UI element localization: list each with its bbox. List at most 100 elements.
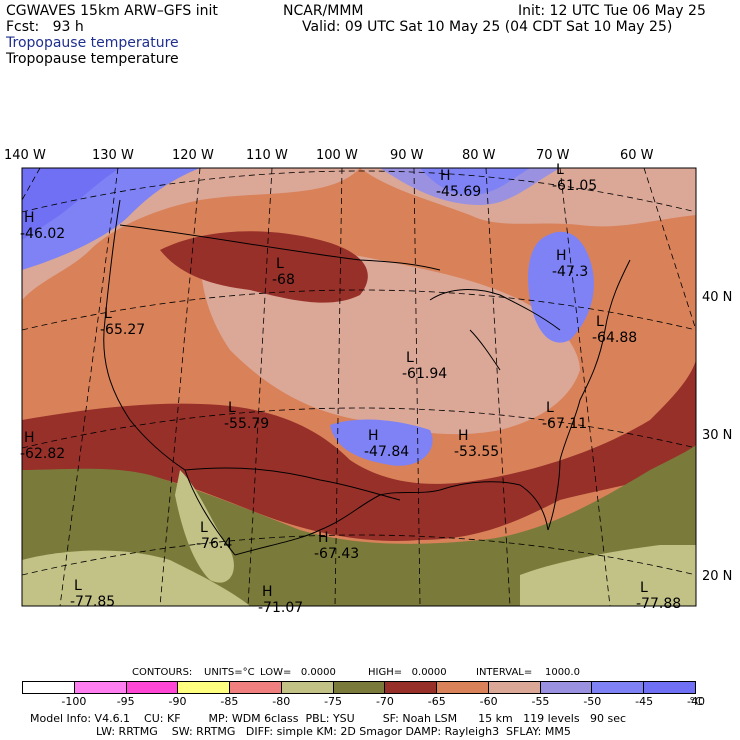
- field-band-red-north: [160, 231, 368, 303]
- init-time: Init: 12 UTC Tue 06 May 25: [518, 3, 706, 19]
- extremum-type-15: L: [74, 578, 82, 594]
- extremum-type-1: H: [440, 168, 451, 184]
- lon-label-110w: 110 W: [246, 148, 288, 163]
- colorbar-tick-2: -90: [168, 695, 187, 708]
- colorbar-tick-5: -75: [324, 695, 343, 708]
- colorbar-swatch-4: [230, 682, 282, 693]
- extremum-value-2: -61.05: [552, 178, 597, 194]
- lon-label-80w: 80 W: [462, 148, 496, 163]
- extremum-value-4: -47.3: [552, 264, 588, 280]
- extremum-value-10: -55.79: [224, 416, 269, 432]
- extremum-type-7: L: [406, 350, 414, 366]
- extremum-value-14: -67.43: [314, 546, 359, 562]
- extremum-type-12: H: [458, 428, 469, 444]
- colorbar-tick-8: -60: [479, 695, 498, 708]
- extremum-type-2: L: [556, 162, 564, 178]
- field-band-blue-ne: [528, 231, 594, 343]
- extremum-value-7: -61.94: [402, 366, 447, 382]
- colorbar-tick-12: -40: [687, 695, 705, 708]
- interval-label: INTERVAL= 1000.0: [476, 667, 580, 678]
- lon-label-130w: 130 W: [92, 148, 134, 163]
- colorbar-swatch-5: [281, 682, 334, 693]
- extremum-type-9: H: [24, 430, 35, 446]
- field-title-2: Tropopause temperature: [6, 51, 179, 67]
- field-band-tan-sw: [22, 550, 250, 606]
- extremum-value-8: -67.11: [542, 416, 587, 432]
- extremum-value-0: -46.02: [20, 226, 65, 242]
- map-frame: [21, 167, 697, 607]
- colorbar-tick-11: -45: [635, 695, 654, 708]
- extremum-value-15: -77.85: [70, 594, 115, 610]
- extremum-value-1: -45.69: [436, 184, 481, 200]
- high-label: HIGH= 0.0000: [368, 667, 447, 678]
- field-band-olive: [22, 445, 696, 606]
- colorbar-swatch-0: [23, 682, 75, 693]
- extremum-type-5: L: [104, 306, 112, 322]
- field-band-tan-se: [520, 545, 696, 606]
- lon-label-120w: 120 W: [172, 148, 214, 163]
- colorbar-swatch-11: [592, 682, 645, 693]
- colorbar-swatch-6: [333, 682, 386, 693]
- extremum-type-0: H: [24, 210, 35, 226]
- extrema-labels: H-46.02H-45.69L-61.05L-68H-47.3L-65.27 L-…: [20, 162, 681, 616]
- colorbar-tick-3: -85: [220, 695, 239, 708]
- lon-label-60w: 60 W: [620, 148, 654, 163]
- extremum-type-10: L: [228, 400, 236, 416]
- field-band-tan-baja: [175, 470, 234, 583]
- field-band-blue-dark-nw: [22, 168, 120, 240]
- colorbar-tick-9: -55: [531, 695, 550, 708]
- graticule: [22, 168, 696, 606]
- low-label: LOW= 0.0000: [260, 667, 336, 678]
- colorbar-swatch-3: [178, 682, 231, 693]
- model-title: CGWAVES 15km ARW–GFS init: [6, 3, 218, 19]
- lat-label-40n: 40 N: [702, 290, 733, 305]
- model-info-line-2: LW: RRTMG SW: RRTMG DIFF: simple KM: 2D …: [96, 725, 571, 738]
- extremum-type-4: H: [556, 248, 567, 264]
- colorbar-swatch-12: [644, 682, 695, 693]
- extremum-type-13: L: [200, 520, 208, 536]
- colorbar-tick-1: -95: [116, 695, 135, 708]
- extremum-type-14: H: [318, 530, 329, 546]
- lat-label-30n: 30 N: [702, 428, 733, 443]
- lon-label-90w: 90 W: [390, 148, 424, 163]
- valid-time: Valid: 09 UTC Sat 10 May 25 (04 CDT Sat …: [302, 19, 673, 35]
- extremum-value-9: -62.82: [20, 446, 65, 462]
- field-band-red-south: [22, 360, 696, 541]
- colorbar-tick-6: -70: [375, 695, 394, 708]
- extremum-value-16: -71.07: [258, 600, 303, 616]
- coastlines-borders: [103, 199, 631, 556]
- extremum-type-8: L: [546, 400, 554, 416]
- lon-label-140w: 140 W: [4, 148, 46, 163]
- forecast-hour: Fcst: 93 h: [6, 19, 84, 35]
- extremum-value-5: -65.27: [100, 322, 145, 338]
- colorbar-swatch-1: [74, 682, 127, 693]
- extremum-type-6: L: [596, 314, 604, 330]
- extremum-value-11: -47.84: [364, 444, 409, 460]
- extremum-value-13: -76.4: [196, 536, 232, 552]
- extremum-value-6: -64.88: [592, 330, 637, 346]
- colorbar-swatch-9: [488, 682, 541, 693]
- colorbar-tick-13: °C: [689, 695, 703, 708]
- field-title-1: Tropopause temperature: [6, 35, 179, 51]
- extremum-value-17: -77.88: [636, 596, 681, 612]
- contours-label: CONTOURS:: [132, 667, 193, 678]
- colorbar-swatch-10: [540, 682, 593, 693]
- colorbar-swatch-8: [437, 682, 489, 693]
- extremum-type-16: H: [262, 584, 273, 600]
- extremum-type-3: L: [276, 256, 284, 272]
- model-info-line-1: Model Info: V4.6.1 CU: KF MP: WDM 6class…: [30, 712, 627, 725]
- colorbar-swatch-7: [385, 682, 438, 693]
- field-band-blue-n: [420, 168, 530, 195]
- units-label: UNITS=°C: [204, 667, 255, 678]
- extremum-type-17: L: [640, 580, 648, 596]
- lon-label-70w: 70 W: [536, 148, 570, 163]
- extremum-type-11: H: [368, 428, 379, 444]
- colorbar-tick-4: -80: [272, 695, 291, 708]
- lat-label-20n: 20 N: [702, 569, 733, 584]
- extremum-value-3: -68: [272, 272, 295, 288]
- extremum-value-12: -53.55: [454, 444, 499, 460]
- colorbar-tick-7: -65: [427, 695, 446, 708]
- colorbar-swatch-2: [126, 682, 179, 693]
- lon-label-100w: 100 W: [316, 148, 358, 163]
